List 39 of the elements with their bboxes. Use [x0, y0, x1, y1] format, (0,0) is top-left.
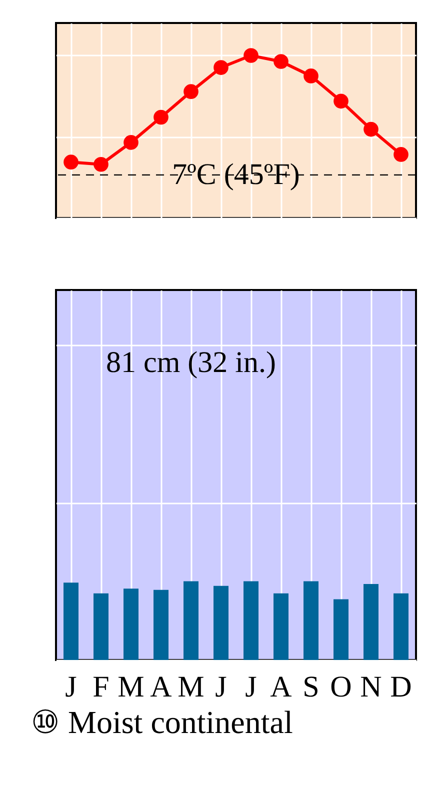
x-tick-label: D [390, 670, 412, 704]
point [184, 84, 198, 99]
x-tick-label: O [330, 670, 352, 704]
bar [274, 593, 288, 660]
text: ⑩ Moist continental [31, 704, 293, 740]
x-tick-label: J [215, 670, 228, 704]
bar [154, 590, 168, 660]
point [364, 122, 378, 137]
bar [334, 599, 348, 660]
x-tick-label: N [360, 670, 382, 704]
x-tick-label: A [150, 670, 172, 704]
point [394, 147, 408, 162]
bar [394, 593, 408, 660]
point [274, 54, 288, 69]
x-tick-label: F [92, 670, 110, 704]
x-tick-label: J [65, 670, 78, 704]
bar [364, 584, 378, 660]
point [94, 156, 108, 172]
point [124, 135, 138, 150]
bar [214, 586, 228, 660]
point [214, 60, 228, 75]
bar [304, 581, 318, 660]
bar [184, 581, 198, 660]
ref-line-label: 7ºC (45ºF) [172, 158, 300, 191]
bar [64, 582, 78, 660]
x-tick-label: J [245, 670, 258, 704]
x-tick-label: A [270, 670, 292, 704]
bar [94, 593, 108, 660]
bar [124, 588, 138, 660]
point [154, 110, 168, 125]
text: 81 cm (32 in.) [106, 346, 276, 379]
point [244, 48, 258, 63]
x-tick-label: S [302, 670, 320, 704]
bar [244, 581, 258, 660]
x-tick-label: M [118, 670, 144, 704]
point [304, 68, 318, 84]
x-tick-label: M [178, 670, 204, 704]
point [64, 154, 78, 170]
point [334, 94, 348, 109]
